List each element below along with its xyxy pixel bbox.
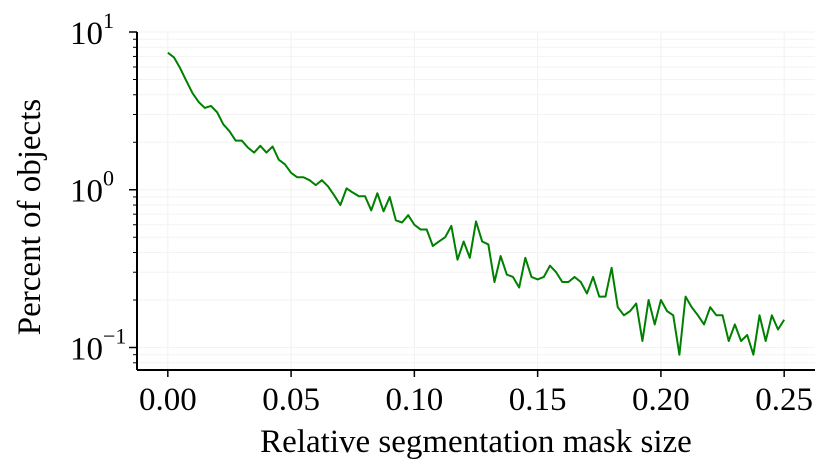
x-tick-label: 0.10	[385, 382, 443, 418]
x-tick-label: 0.00	[139, 382, 197, 418]
y-ticks: 10−1 100 101	[70, 8, 137, 367]
series-line	[167, 51, 786, 356]
grid	[137, 31, 815, 370]
y-tick-label: 100	[70, 166, 114, 210]
x-tick-label: 0.05	[262, 382, 320, 418]
x-axis-label: Relative segmentation mask size	[260, 424, 692, 460]
y-tick-label: 101	[70, 8, 114, 52]
series-layer	[167, 51, 786, 356]
y-tick-label: 10−1	[70, 323, 126, 367]
x-tick-label: 0.15	[509, 382, 567, 418]
x-tick-label: 0.20	[632, 382, 690, 418]
x-tick-label: 0.25	[755, 382, 813, 418]
y-axis-label: Percent of objects	[12, 99, 48, 335]
axes	[136, 32, 815, 371]
x-ticks: 0.00 0.05 0.10 0.15 0.20 0.25	[139, 370, 813, 418]
